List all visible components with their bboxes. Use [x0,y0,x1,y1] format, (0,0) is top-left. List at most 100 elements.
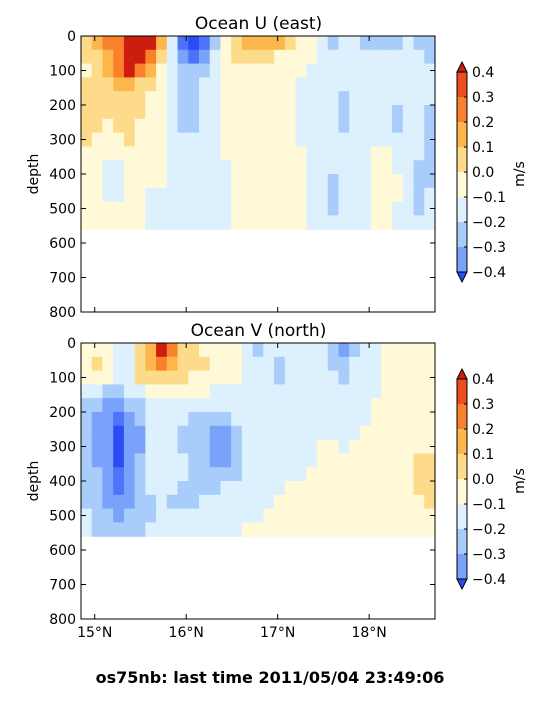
heatmap-cell [188,522,200,537]
heatmap-cell [295,91,307,106]
heatmap-cell [220,49,232,65]
heatmap-cell [402,384,415,399]
heatmap-cell [134,77,146,92]
heatmap-cell [156,160,168,175]
heatmap-cell [359,412,372,427]
heatmap-cell [102,425,114,441]
heatmap-cell [231,174,243,189]
heatmap-cell [274,398,286,413]
heatmap-cell [413,453,425,468]
heatmap-cell [306,187,318,203]
heatmap-cell [91,160,104,175]
heatmap-cell [156,91,168,106]
heatmap-cell [156,187,168,203]
heatmap-cell [381,63,393,78]
heatmap-cell [317,481,329,496]
heatmap-cell [295,425,307,441]
heatmap-cell [102,343,114,358]
heatmap-cell [113,522,125,537]
heatmap-cell [199,105,211,120]
heatmap-cell [113,370,125,385]
heatmap-cell [145,118,157,134]
heatmap-cell [156,49,168,65]
heatmap-cell [306,425,318,441]
heatmap-cell [166,494,179,510]
heatmap-cell [113,105,125,120]
heatmap-cell [209,146,222,161]
heatmap-cell [317,508,329,523]
heatmap-cell [295,522,307,537]
heatmap-cell [241,356,254,372]
heatmap-cell [424,187,436,203]
heatmap-cell [295,439,307,454]
heatmap-cell [317,146,329,161]
heatmap-cell [295,187,307,203]
heatmap-cell [199,174,211,189]
heatmap-cell [327,522,340,537]
heatmap-cell [284,356,297,372]
heatmap-cell [102,36,114,51]
heatmap-cell [424,343,436,358]
heatmap-cell [327,384,340,399]
heatmap-cell [274,481,286,496]
heatmap-cell [263,63,275,78]
heatmap-cell [359,187,372,203]
heatmap-cell [241,439,254,454]
heatmap-cell [91,91,104,106]
heatmap-cell [317,522,329,537]
v-panel-title: Ocean V (north) [191,321,327,341]
heatmap-cell [102,494,114,510]
heatmap-cell [392,508,404,523]
heatmap-cell [413,146,425,161]
heatmap-cell [188,215,200,230]
heatmap-cell [188,508,200,523]
heatmap-cell [359,201,372,216]
heatmap-cell [252,132,264,147]
heatmap-cell [338,508,350,523]
heatmap-cell [199,439,211,454]
heatmap-cell [166,187,179,203]
heatmap-cell [327,343,340,358]
heatmap-cell [231,384,243,399]
heatmap-cell [349,453,361,468]
heatmap-cell [349,508,361,523]
heatmap-cell [306,398,318,413]
heatmap-cell [424,398,436,413]
heatmap-cell [231,91,243,106]
heatmap-cell [166,215,179,230]
heatmap-cell [317,467,329,482]
heatmap-cell [359,467,372,482]
heatmap-cell [81,425,93,441]
heatmap-cell [199,481,211,496]
heatmap-cell [402,160,415,175]
heatmap-cell [359,453,372,468]
heatmap-cell [231,105,243,120]
heatmap-cell [188,146,200,161]
colorbar-tick-label: 0.1 [472,447,494,463]
heatmap-cell [123,481,136,496]
heatmap-cell [392,132,404,147]
heatmap-cell [359,215,372,230]
heatmap-cell [231,201,243,216]
heatmap-cell [327,398,340,413]
heatmap-cell [295,201,307,216]
heatmap-cell [166,146,179,161]
heatmap-cell [263,160,275,175]
heatmap-cell [145,370,157,385]
heatmap-cell [220,63,232,78]
heatmap-cell [424,412,436,427]
heatmap-cell [413,36,425,51]
heatmap-cell [134,201,146,216]
heatmap-cell [145,105,157,120]
heatmap-cell [156,215,168,230]
heatmap-cell [220,412,232,427]
heatmap-cell [166,467,179,482]
heatmap-cell [317,425,329,441]
heatmap-cell [295,343,307,358]
heatmap-cell [295,174,307,189]
heatmap-cell [199,398,211,413]
heatmap-cell [145,146,157,161]
heatmap-cell [327,453,340,468]
heatmap-cell [166,412,179,427]
